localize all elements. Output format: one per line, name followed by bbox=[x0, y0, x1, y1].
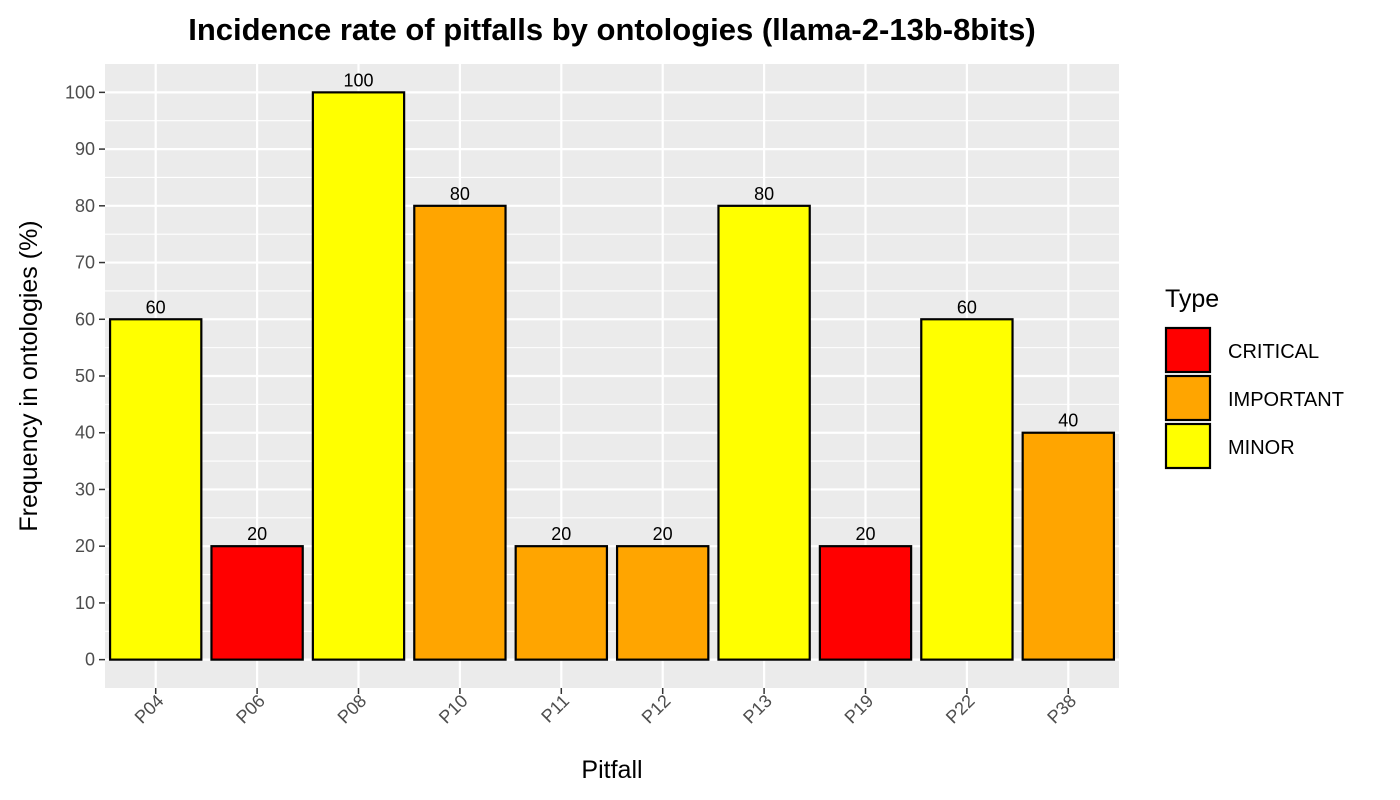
y-tick-label: 30 bbox=[75, 479, 95, 499]
data-label-p12: 20 bbox=[653, 524, 673, 544]
bar-p13 bbox=[717, 204, 811, 661]
y-tick-label: 80 bbox=[75, 196, 95, 216]
data-label-p13: 80 bbox=[754, 184, 774, 204]
data-label-p19: 20 bbox=[855, 524, 875, 544]
x-tick-label: P10 bbox=[435, 691, 472, 728]
data-label-p04: 60 bbox=[146, 297, 166, 317]
bar-p22 bbox=[920, 318, 1014, 661]
y-tick-label: 10 bbox=[75, 593, 95, 613]
x-tick-label: P13 bbox=[739, 691, 776, 728]
bar-p12 bbox=[615, 545, 710, 661]
y-tick-label: 20 bbox=[75, 536, 95, 556]
x-tick-label: P12 bbox=[638, 691, 675, 728]
y-axis-title: Frequency in ontologies (%) bbox=[15, 220, 43, 531]
bar-p19 bbox=[818, 545, 913, 661]
legend-label-critical: CRITICAL bbox=[1228, 341, 1319, 363]
data-label-p08: 100 bbox=[343, 70, 373, 90]
y-tick-label: 70 bbox=[75, 253, 95, 273]
x-axis-title: Pitfall bbox=[581, 756, 642, 784]
y-tick-label: 50 bbox=[75, 366, 95, 386]
legend-label-important: IMPORTANT bbox=[1228, 389, 1344, 411]
data-label-p06: 20 bbox=[247, 524, 267, 544]
data-labels: 60 20 100 80 20 20 80 20 60 40 bbox=[146, 70, 1079, 544]
y-axis: 0 10 20 30 40 50 60 70 80 90 100 bbox=[65, 82, 105, 670]
y-tick-label: 40 bbox=[75, 423, 95, 443]
bar-p10 bbox=[413, 204, 507, 661]
data-label-p38: 40 bbox=[1058, 411, 1078, 431]
legend: Type CRITICAL IMPORTANT MINOR bbox=[1164, 285, 1344, 470]
x-tick-label: P08 bbox=[334, 691, 371, 728]
bar-p38 bbox=[1021, 431, 1116, 661]
y-tick-label: 100 bbox=[65, 82, 95, 102]
bar-p04 bbox=[108, 318, 203, 661]
x-axis: P04 P06 P08 P10 P11 P12 P13 P19 P22 P38 bbox=[131, 688, 1080, 727]
x-tick-label: P19 bbox=[841, 691, 878, 728]
legend-title: Type bbox=[1165, 285, 1219, 313]
data-label-p11: 20 bbox=[551, 524, 571, 544]
bar-p11 bbox=[514, 545, 609, 661]
x-tick-label: P11 bbox=[537, 691, 573, 727]
legend-label-minor: MINOR bbox=[1228, 437, 1295, 459]
bars bbox=[108, 91, 1116, 661]
legend-key-minor bbox=[1164, 422, 1212, 470]
data-label-p10: 80 bbox=[450, 184, 470, 204]
x-tick-label: P38 bbox=[1043, 691, 1080, 728]
y-tick-label: 90 bbox=[75, 139, 95, 159]
data-label-p22: 60 bbox=[957, 297, 977, 317]
y-tick-label: 0 bbox=[85, 650, 95, 670]
x-tick-label: P22 bbox=[942, 691, 979, 728]
bar-p06 bbox=[210, 545, 304, 661]
y-tick-label: 60 bbox=[75, 309, 95, 329]
legend-key-critical bbox=[1164, 326, 1212, 374]
legend-key-important bbox=[1164, 374, 1212, 422]
bar-p08 bbox=[311, 91, 406, 661]
chart-title: Incidence rate of pitfalls by ontologies… bbox=[188, 12, 1036, 47]
x-tick-label: P06 bbox=[232, 691, 269, 728]
x-tick-label: P04 bbox=[131, 691, 168, 728]
